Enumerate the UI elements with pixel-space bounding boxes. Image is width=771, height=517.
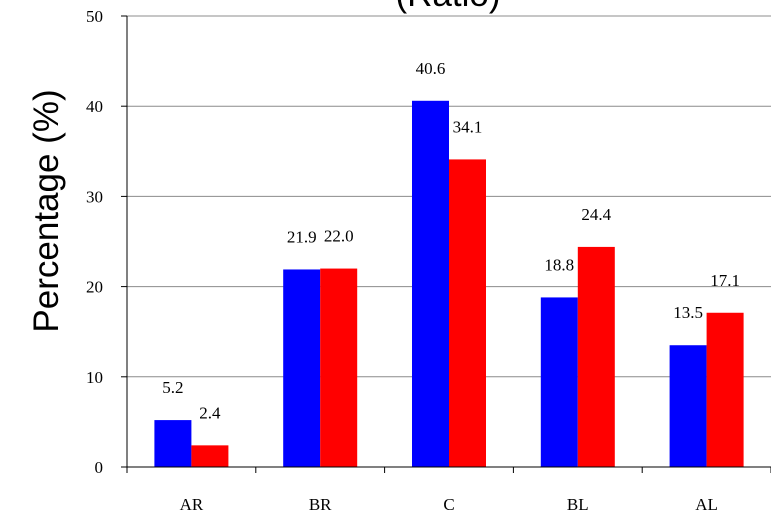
bar [154,420,192,467]
y-tick-label: 20 [86,278,103,297]
bar [320,268,358,467]
axes [121,15,771,473]
data-label: 13.5 [673,303,703,322]
data-labels: 5.2 2.4 21.9 22.0 40.6 34.1 18.8 24.4 13.5 17.1 [162,59,740,423]
bar [191,445,229,467]
bar [283,269,321,467]
y-tick-label: 10 [86,368,103,387]
bar [412,100,449,468]
x-tick-label: AR [180,495,204,514]
bars [154,100,744,468]
data-label: 22.0 [324,227,354,246]
x-tick-label: BL [567,495,589,514]
chart-title: (Ratio) [395,0,500,14]
x-tick-label: AL [695,495,718,514]
y-tick-label: 0 [95,458,104,477]
bar [577,246,615,467]
x-tick-labels: AR BR C BL AL [180,495,718,514]
data-label: 2.4 [199,403,221,422]
x-tick-label: C [443,495,454,514]
bar [540,297,578,467]
y-tick-label: 40 [86,97,103,116]
data-label: 17.1 [710,271,740,290]
bar [706,312,744,467]
y-axis-label: Percentage (%) [27,89,66,332]
bar [449,159,486,467]
data-label: 5.2 [162,378,183,397]
bar [669,345,707,467]
data-label: 18.8 [544,255,574,274]
data-label: 40.6 [416,59,446,78]
data-label: 34.1 [453,117,483,136]
data-label: 21.9 [287,227,317,246]
y-tick-label: 30 [86,187,103,206]
x-tick-label: BR [309,495,332,514]
y-tick-labels: 0 10 20 30 40 50 [86,7,103,477]
data-label: 24.4 [581,205,611,224]
y-tick-label: 50 [86,7,103,26]
